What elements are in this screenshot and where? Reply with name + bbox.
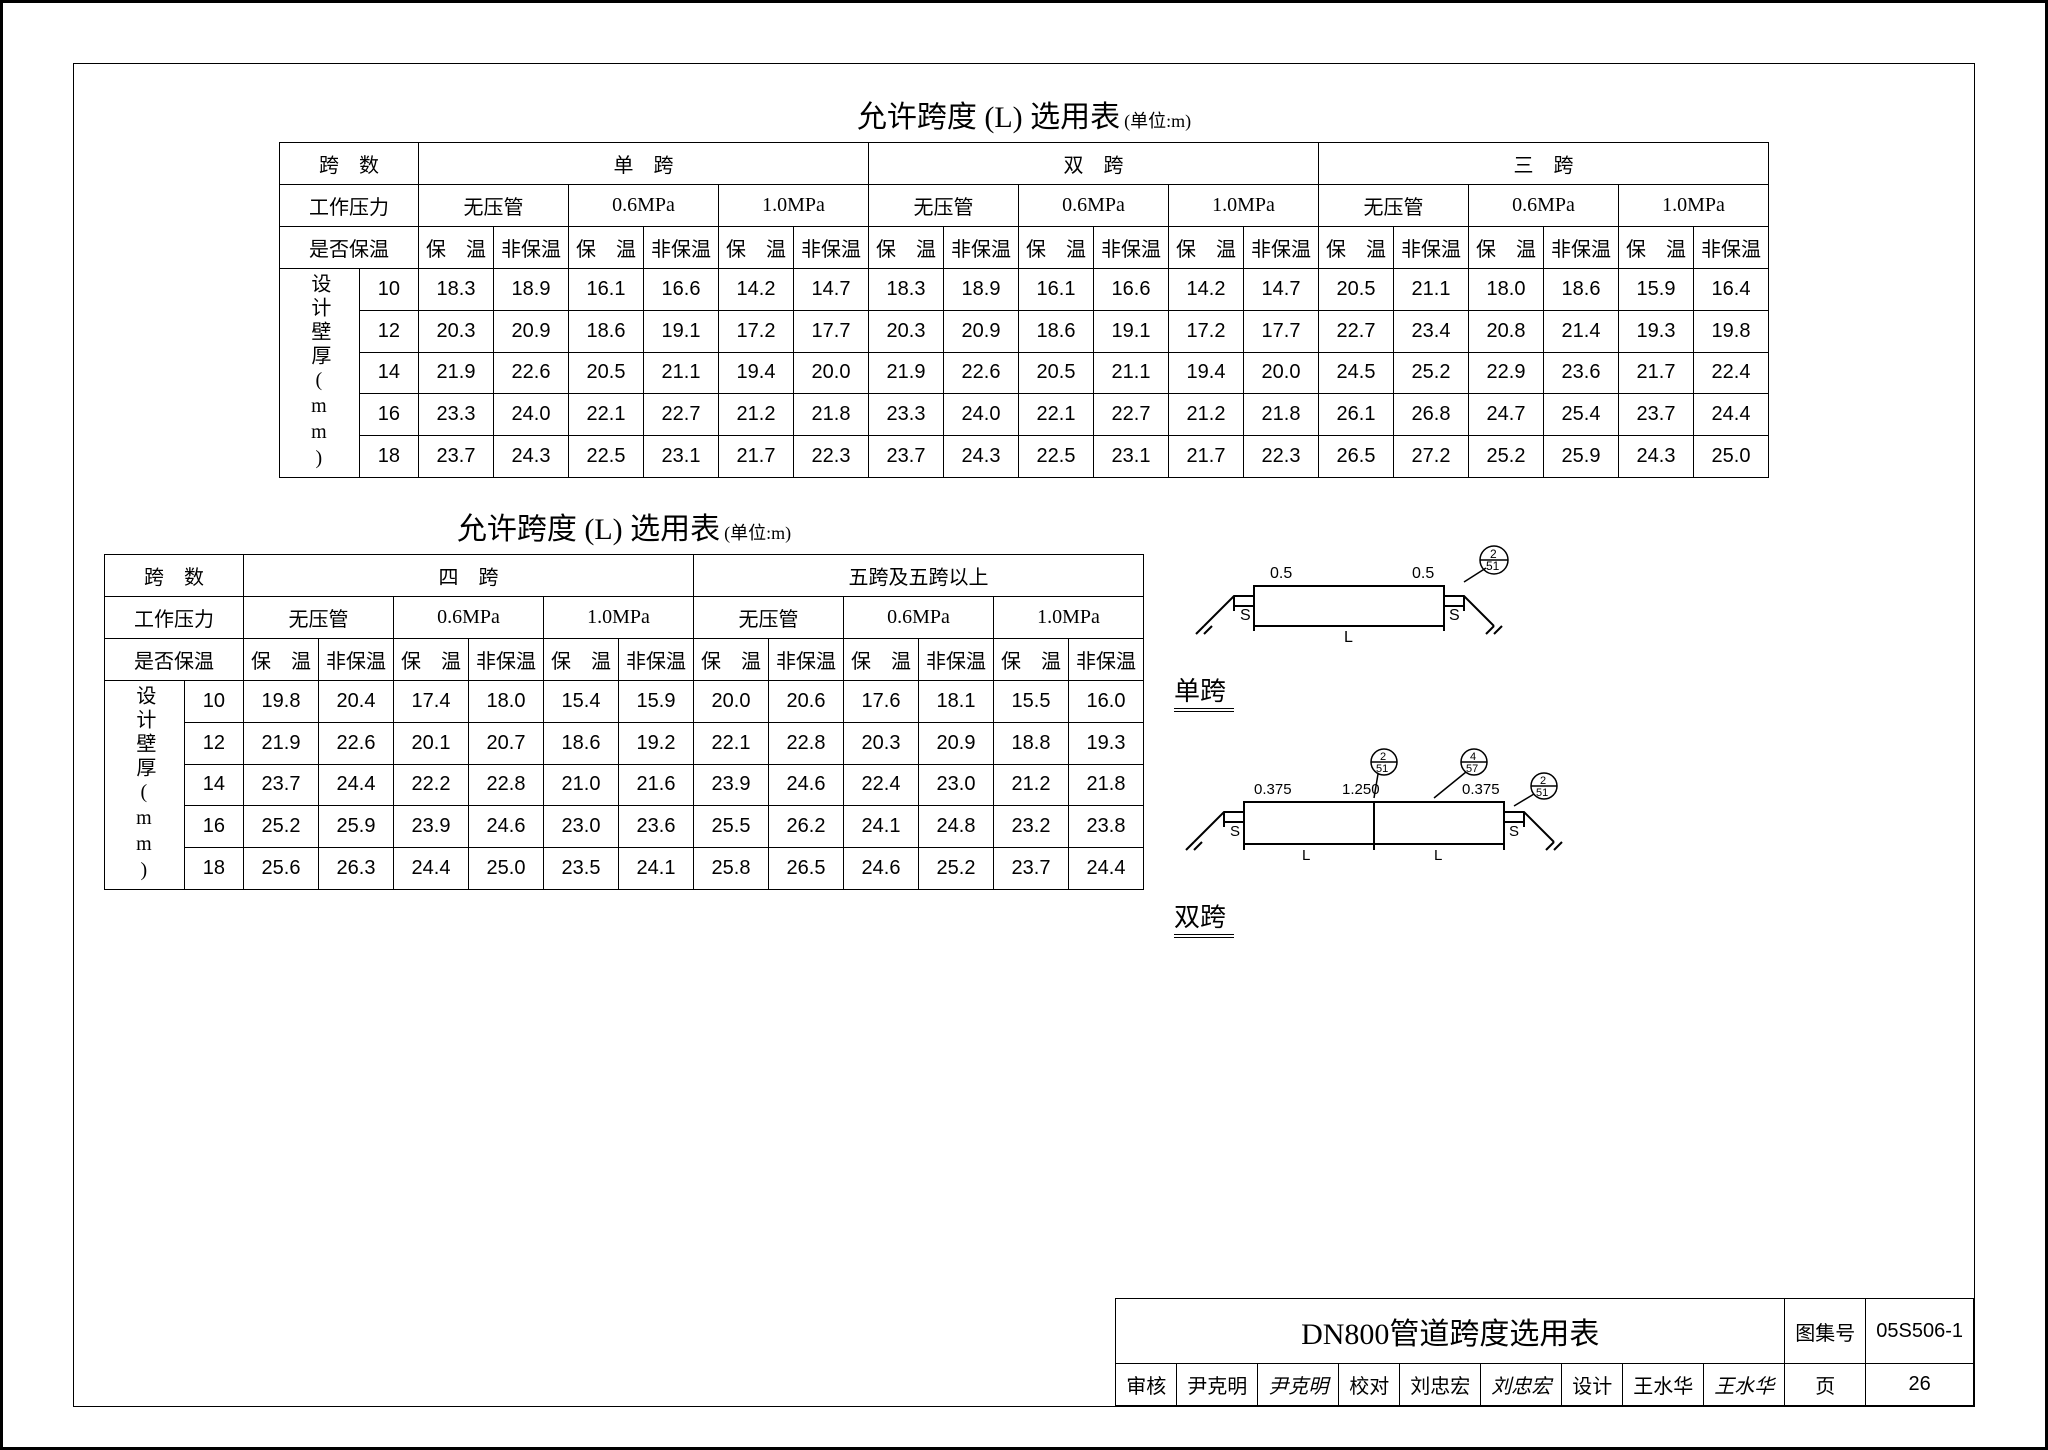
svg-text:S: S xyxy=(1240,607,1251,624)
check-label: 校对 xyxy=(1339,1364,1400,1406)
diagram-label: 单跨 xyxy=(1174,671,1226,710)
review-label: 审核 xyxy=(1116,1364,1177,1406)
design-label: 设计 xyxy=(1562,1364,1623,1406)
title-unit: (单位:m) xyxy=(1124,111,1191,131)
page-number: 26 xyxy=(1866,1364,1974,1406)
svg-text:51: 51 xyxy=(1486,559,1500,573)
svg-text:L: L xyxy=(1434,847,1442,864)
single-span-svg: 0.5 0.5 L S S 2 51 xyxy=(1174,536,1534,666)
checker-name: 刘忠宏 xyxy=(1400,1364,1481,1406)
title-text: 允许跨度 (L) 选用表 xyxy=(857,101,1120,134)
table-row: 1625.225.923.924.623.023.625.526.224.124… xyxy=(105,806,1144,848)
drawing-title: DN800管道跨度选用表 xyxy=(1116,1299,1785,1364)
diagram-label: 双跨 xyxy=(1174,897,1226,936)
reviewer-name: 尹克明 xyxy=(1177,1364,1258,1406)
svg-text:51: 51 xyxy=(1536,787,1548,799)
table-row: 设计壁厚(mm)1019.820.417.418.015.415.920.020… xyxy=(105,681,1144,723)
table-row: 设计壁厚(mm)1018.318.916.116.614.214.718.318… xyxy=(280,269,1769,311)
span-table-1: 跨 数单 跨双 跨三 跨工作压力无压管0.6MPa1.0MPa无压管0.6MPa… xyxy=(279,142,1769,478)
svg-text:2: 2 xyxy=(1380,751,1386,763)
diagram-double-span: 0.375 1.250 0.375 L L S S xyxy=(1174,742,1574,938)
svg-text:S: S xyxy=(1449,607,1460,624)
table-row: 1421.922.620.521.119.420.021.922.620.521… xyxy=(280,352,1769,394)
svg-text:S: S xyxy=(1509,823,1519,840)
table1-title: 允许跨度 (L) 选用表 (单位:m) xyxy=(104,92,1944,136)
svg-text:0.5: 0.5 xyxy=(1270,565,1292,582)
table-row: 1221.922.620.120.718.619.222.122.820.320… xyxy=(105,722,1144,764)
span-table-2: 跨 数四 跨五跨及五跨以上工作压力无压管0.6MPa1.0MPa无压管0.6MP… xyxy=(104,554,1144,890)
table2-title: 允许跨度 (L) 选用表 (单位:m) xyxy=(104,504,1144,548)
title-unit: (单位:m) xyxy=(724,523,791,543)
diagram-single-span: 0.5 0.5 L S S 2 51 单跨 xyxy=(1174,536,1574,712)
svg-text:0.5: 0.5 xyxy=(1412,565,1434,582)
svg-text:51: 51 xyxy=(1376,763,1388,775)
svg-text:L: L xyxy=(1302,847,1310,864)
svg-text:4: 4 xyxy=(1470,751,1476,763)
title-block: DN800管道跨度选用表 图集号 05S506-1 审核 尹克明 尹克明 校对 … xyxy=(1115,1298,1974,1406)
inner-frame: 允许跨度 (L) 选用表 (单位:m) 跨 数单 跨双 跨三 跨工作压力无压管0… xyxy=(73,63,1975,1407)
table-row: 1220.320.918.619.117.217.720.320.918.619… xyxy=(280,310,1769,352)
drawing-sheet: 允许跨度 (L) 选用表 (单位:m) 跨 数单 跨双 跨三 跨工作压力无压管0… xyxy=(0,0,2048,1450)
svg-text:0.375: 0.375 xyxy=(1462,781,1500,798)
table-row: 1823.724.322.523.121.722.323.724.322.523… xyxy=(280,436,1769,478)
svg-text:S: S xyxy=(1230,823,1240,840)
double-span-svg: 0.375 1.250 0.375 L L S S xyxy=(1174,742,1574,892)
table-row: 1825.626.324.425.023.524.125.826.524.625… xyxy=(105,848,1144,890)
svg-text:2: 2 xyxy=(1540,775,1546,787)
diagrams: 0.5 0.5 L S S 2 51 单跨 xyxy=(1174,536,1574,968)
title-text: 允许跨度 (L) 选用表 xyxy=(457,513,720,546)
svg-text:57: 57 xyxy=(1466,763,1478,775)
page-label: 页 xyxy=(1785,1364,1866,1406)
checker-signature: 刘忠宏 xyxy=(1481,1364,1562,1406)
album-number: 05S506-1 xyxy=(1866,1299,1974,1364)
reviewer-signature: 尹克明 xyxy=(1258,1364,1339,1406)
table-row: 1623.324.022.122.721.221.823.324.022.122… xyxy=(280,394,1769,436)
table-row: 1423.724.422.222.821.021.623.924.622.423… xyxy=(105,764,1144,806)
svg-text:L: L xyxy=(1344,629,1353,646)
designer-name: 王水华 xyxy=(1623,1364,1704,1406)
album-label: 图集号 xyxy=(1785,1299,1866,1364)
designer-signature: 王水华 xyxy=(1704,1364,1785,1406)
svg-text:0.375: 0.375 xyxy=(1254,781,1292,798)
